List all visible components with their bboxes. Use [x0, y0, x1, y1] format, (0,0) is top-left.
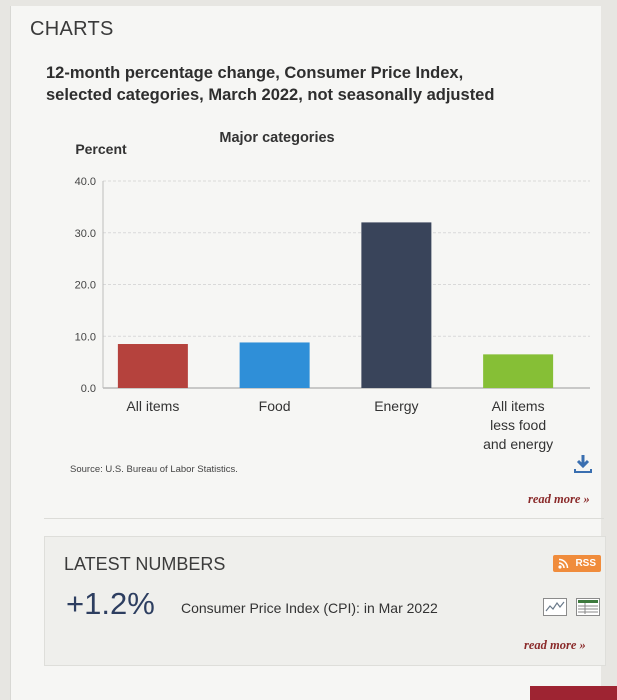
x-tick-label: Energy [374, 398, 418, 414]
chart-read-more-link[interactable]: read more » [528, 492, 590, 506]
bar[interactable] [483, 354, 554, 388]
metric-period: in Mar 2022 [363, 600, 438, 616]
y-tick-label: 10.0 [75, 331, 96, 343]
chart-title-line1: 12-month percentage change, Consumer Pri… [46, 64, 464, 82]
y-axis-label: Percent [75, 141, 127, 157]
line-chart-icon[interactable] [543, 598, 567, 616]
x-tick-label: and energy [483, 436, 553, 452]
bar[interactable] [239, 342, 310, 388]
latest-numbers-title: LATEST NUMBERS [64, 554, 226, 574]
latest-numbers-card [44, 536, 606, 666]
latest-metric: Consumer Price Index (CPI): in Mar 2022 [181, 600, 438, 616]
x-ticks: All items Food Energy All items less food and… [126, 398, 553, 452]
bars [117, 222, 554, 388]
y-tick-label: 20.0 [75, 280, 96, 292]
section-title: CHARTS [30, 18, 114, 40]
bar[interactable] [117, 344, 188, 388]
x-tick-label: All items [126, 398, 179, 414]
y-tick-label: 30.0 [75, 228, 96, 240]
y-ticks: 40.0 30.0 20.0 10.0 0.0 [75, 176, 96, 395]
y-tick-label: 0.0 [81, 383, 96, 395]
latest-read-more-link[interactable]: read more » [524, 638, 586, 652]
corner-tab [530, 686, 617, 700]
rss-icon [558, 558, 569, 569]
metric-name: Consumer Price Index (CPI): [181, 600, 360, 616]
chart-title-line2: selected categories, March 2022, not sea… [46, 86, 495, 104]
card-divider [44, 518, 604, 519]
x-tick-label: less food [490, 417, 546, 433]
chart-subtitle: Major categories [219, 130, 334, 146]
table-icon[interactable] [576, 598, 600, 616]
y-tick-label: 40.0 [75, 176, 96, 188]
download-button[interactable] [571, 452, 595, 476]
chart-title: 12-month percentage change, Consumer Pri… [46, 62, 576, 106]
rss-label: RSS [575, 558, 596, 569]
latest-value: +1.2% [66, 586, 155, 621]
bar[interactable] [361, 222, 432, 388]
x-tick-label: All items [492, 398, 545, 414]
x-tick-label: Food [259, 398, 291, 414]
source-note: Source: U.S. Bureau of Labor Statistics. [70, 464, 238, 475]
rss-button[interactable]: RSS [553, 555, 601, 572]
download-icon [574, 455, 592, 473]
